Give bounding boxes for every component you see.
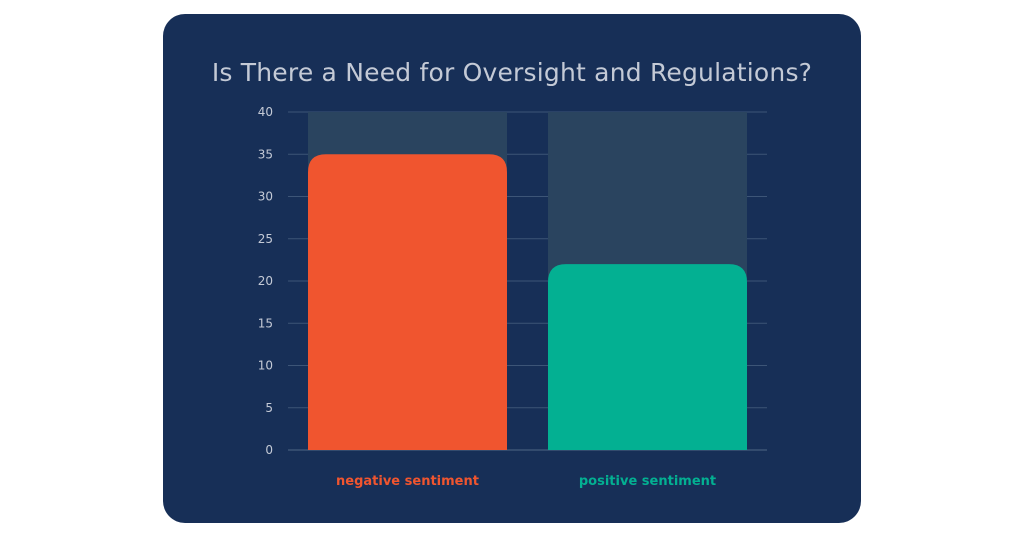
y-tick-label: 40 bbox=[258, 105, 273, 119]
y-tick-label: 5 bbox=[265, 401, 273, 415]
bars bbox=[308, 154, 747, 450]
chart-card: Is There a Need for Oversight and Regula… bbox=[163, 14, 861, 523]
y-tick-label: 35 bbox=[258, 147, 273, 161]
bar-chart: 0 5 10 15 20 25 30 35 40 negative sentiment posit… bbox=[258, 105, 767, 489]
x-category-label: negative sentiment bbox=[336, 474, 479, 489]
x-category-label: positive sentiment bbox=[579, 474, 716, 489]
y-tick-label: 25 bbox=[258, 232, 273, 246]
y-tick-label: 15 bbox=[258, 316, 273, 330]
bar-negative-sentiment bbox=[308, 154, 507, 450]
y-tick-label: 20 bbox=[258, 274, 273, 288]
chart-title: Is There a Need for Oversight and Regula… bbox=[211, 58, 813, 87]
x-axis: negative sentiment positive sentiment bbox=[336, 474, 716, 489]
y-tick-label: 0 bbox=[265, 443, 273, 457]
y-axis: 0 5 10 15 20 25 30 35 40 bbox=[258, 105, 273, 457]
y-tick-label: 10 bbox=[258, 359, 273, 373]
bar-positive-sentiment bbox=[548, 264, 747, 450]
y-tick-label: 30 bbox=[258, 190, 273, 204]
